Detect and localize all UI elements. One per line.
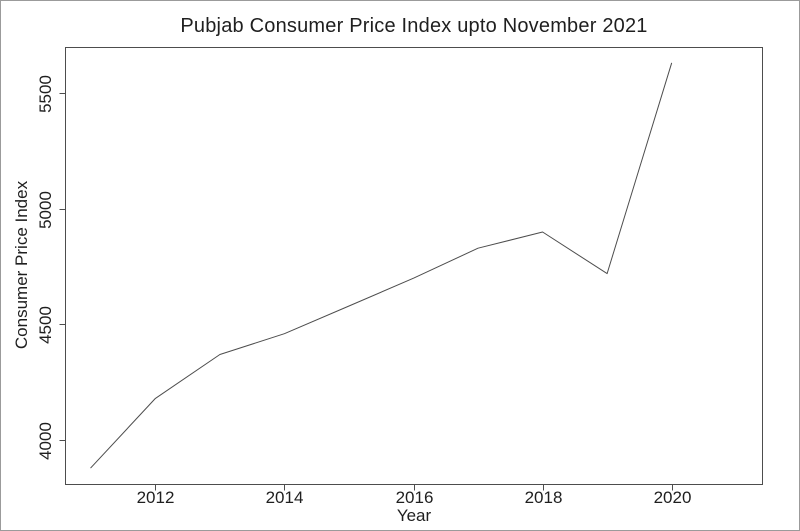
x-tick-label: 2014 (265, 488, 304, 507)
y-axis-label: Consumer Price Index (12, 180, 31, 350)
y-tick-label: 4500 (36, 305, 55, 344)
x-axis-label: Year (396, 506, 432, 525)
y-tick-label: 5500 (36, 74, 55, 113)
x-tick-label: 2018 (524, 488, 563, 507)
x-tick-label: 2016 (395, 488, 434, 507)
x-tick-label: 2012 (136, 488, 175, 507)
chart-title: Pubjab Consumer Price Index upto Novembe… (180, 15, 648, 37)
y-tick-label: 4000 (36, 421, 55, 460)
x-tick-label: 2020 (653, 488, 692, 507)
plot-box (65, 47, 763, 485)
cpi-line-series (90, 62, 673, 469)
y-tick-label: 5000 (36, 190, 55, 229)
